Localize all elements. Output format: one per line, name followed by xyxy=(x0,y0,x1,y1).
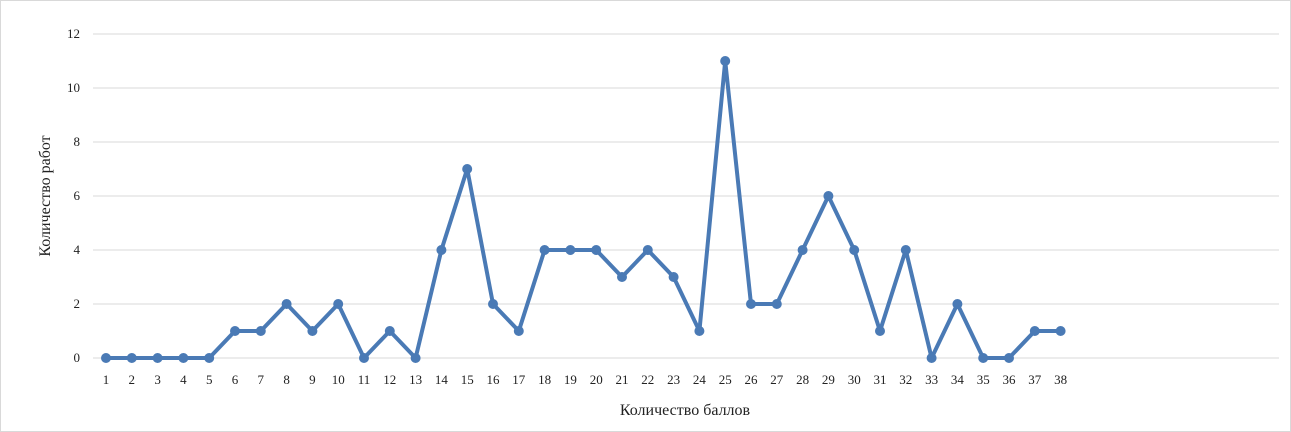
data-point xyxy=(694,326,705,336)
data-point xyxy=(875,326,885,336)
x-tick-label: 1 xyxy=(103,372,110,387)
data-point xyxy=(668,272,679,282)
x-tick-label: 12 xyxy=(383,372,396,387)
x-tick-label: 18 xyxy=(538,372,551,387)
data-point xyxy=(488,299,498,309)
data-point xyxy=(204,353,215,363)
data-point xyxy=(746,299,756,309)
x-tick-label: 6 xyxy=(232,372,239,387)
y-tick-label: 0 xyxy=(74,350,81,365)
x-tick-label: 5 xyxy=(206,372,213,387)
x-tick-label: 24 xyxy=(693,372,707,387)
x-tick-label: 8 xyxy=(283,372,290,387)
data-point xyxy=(849,245,860,255)
data-point xyxy=(720,56,731,66)
data-point xyxy=(255,326,266,336)
series-line xyxy=(104,59,1063,360)
x-tick-label: 7 xyxy=(258,372,265,387)
x-tick-label: 29 xyxy=(822,372,835,387)
x-tick-label: 25 xyxy=(719,372,732,387)
x-axis-title: Количество баллов xyxy=(620,402,751,419)
y-axis-ticks: 0 2 4 6 8 10 12 xyxy=(67,26,81,365)
data-point xyxy=(565,245,576,255)
x-tick-label: 32 xyxy=(899,372,912,387)
x-tick-label: 33 xyxy=(925,372,938,387)
x-tick-label: 27 xyxy=(770,372,784,387)
data-point xyxy=(823,191,834,201)
y-tick-label: 8 xyxy=(74,134,81,149)
data-point xyxy=(436,245,447,255)
data-point xyxy=(152,353,163,363)
data-point xyxy=(359,353,369,363)
x-tick-label: 4 xyxy=(180,372,187,387)
data-point xyxy=(384,326,395,336)
gridlines xyxy=(93,33,1279,359)
x-tick-label: 16 xyxy=(487,372,501,387)
x-tick-label: 30 xyxy=(848,372,861,387)
x-tick-label: 28 xyxy=(796,372,809,387)
x-tick-label: 23 xyxy=(667,372,680,387)
data-point xyxy=(101,353,111,363)
data-point xyxy=(230,326,240,336)
data-point xyxy=(642,245,653,255)
data-point xyxy=(1029,326,1040,336)
x-tick-label: 15 xyxy=(461,372,474,387)
data-point xyxy=(539,245,550,255)
y-tick-label: 4 xyxy=(74,242,81,257)
data-point xyxy=(281,299,292,309)
x-tick-label: 37 xyxy=(1028,372,1042,387)
y-tick-label: 6 xyxy=(74,188,81,203)
y-tick-label: 2 xyxy=(74,296,81,311)
x-tick-label: 11 xyxy=(358,372,371,387)
data-point xyxy=(1004,353,1014,363)
data-point xyxy=(333,299,344,309)
x-tick-label: 20 xyxy=(590,372,603,387)
data-point xyxy=(797,245,808,255)
x-tick-label: 17 xyxy=(512,372,526,387)
x-tick-label: 13 xyxy=(409,372,422,387)
data-point xyxy=(591,245,602,255)
data-point xyxy=(1055,326,1066,336)
data-point xyxy=(178,353,189,363)
data-point xyxy=(410,353,421,363)
data-point xyxy=(462,164,473,174)
x-tick-label: 14 xyxy=(435,372,449,387)
x-tick-label: 2 xyxy=(129,372,136,387)
data-point xyxy=(952,299,963,309)
x-tick-label: 34 xyxy=(951,372,965,387)
x-tick-label: 21 xyxy=(616,372,629,387)
data-point xyxy=(900,245,911,255)
x-tick-label: 38 xyxy=(1054,372,1067,387)
x-tick-label: 26 xyxy=(745,372,759,387)
data-point xyxy=(126,353,137,363)
y-tick-label: 10 xyxy=(67,80,80,95)
x-tick-label: 9 xyxy=(309,372,316,387)
x-tick-label: 22 xyxy=(641,372,654,387)
data-point xyxy=(307,326,318,336)
data-point xyxy=(513,326,524,336)
x-tick-label: 3 xyxy=(154,372,161,387)
x-tick-label: 31 xyxy=(874,372,887,387)
x-tick-label: 10 xyxy=(332,372,345,387)
data-point xyxy=(771,299,782,309)
x-axis-ticks: 1 2 3 4 5 6 7 8 9 10 11 12 13 14 15 16 17 18 19 20 21 22 23 24 2… xyxy=(103,372,1067,387)
data-point xyxy=(617,272,627,282)
x-tick-label: 19 xyxy=(564,372,577,387)
data-points xyxy=(101,56,1066,363)
y-tick-label: 12 xyxy=(67,26,80,41)
y-axis-title: Количество работ xyxy=(37,135,54,256)
data-point xyxy=(926,353,937,363)
x-tick-label: 36 xyxy=(1003,372,1017,387)
data-point xyxy=(978,353,989,363)
x-tick-label: 35 xyxy=(977,372,990,387)
